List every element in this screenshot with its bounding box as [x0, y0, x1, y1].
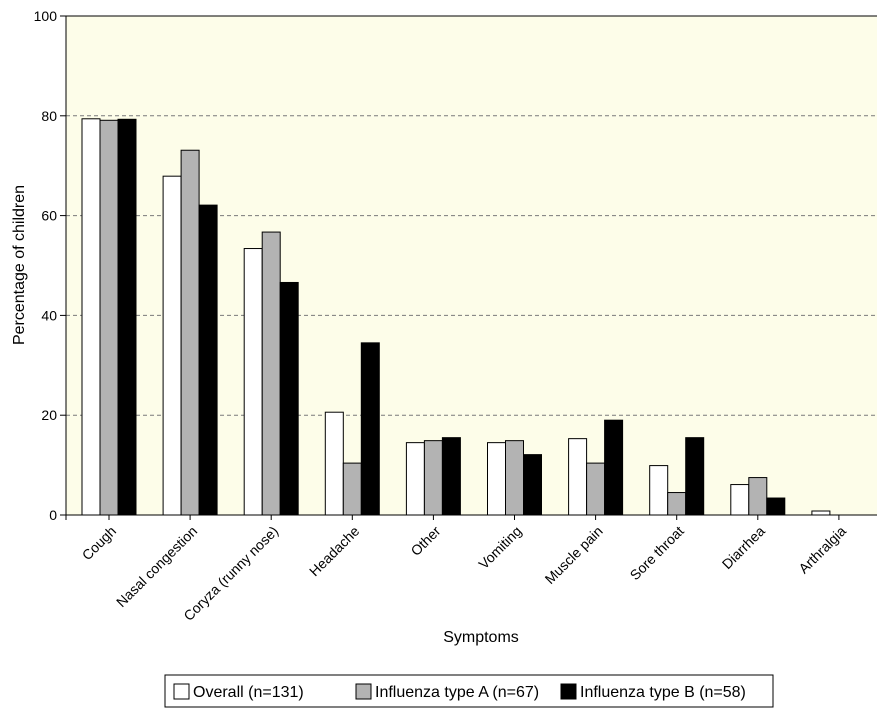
bar: [405, 442, 425, 516]
bar: [117, 118, 137, 516]
y-tick-label: 100: [34, 8, 58, 24]
category-label: Other: [407, 523, 443, 559]
bar: [568, 438, 588, 516]
bar: [198, 204, 218, 516]
bar: [730, 484, 750, 516]
bar: [667, 492, 687, 516]
bar: [685, 437, 705, 516]
bar: [811, 510, 831, 516]
bar: [243, 248, 263, 516]
bar: [162, 175, 182, 516]
legend-swatch: [173, 683, 190, 700]
y-tick-label: 20: [41, 407, 57, 423]
category-label: Sore throat: [627, 523, 687, 583]
legend-swatch: [355, 683, 372, 700]
bar: [360, 342, 380, 516]
legend: Overall (n=131) Influenza type A (n=67) In…: [164, 674, 774, 708]
bar: [586, 462, 606, 516]
y-tick-label: 80: [41, 108, 57, 124]
legend-label: Overall (n=131): [193, 684, 304, 701]
y-axis-title: Percentage of children: [11, 185, 28, 345]
bar: [766, 497, 786, 516]
bar: [342, 462, 362, 516]
bar: [180, 149, 200, 516]
category-label: Cough: [79, 523, 119, 563]
bar: [604, 419, 624, 516]
category-label: Nasal congestion: [113, 523, 200, 610]
category-label: Headache: [306, 523, 363, 580]
category-label: Vomiting: [475, 523, 524, 572]
bar: [279, 281, 299, 516]
bar: [81, 118, 101, 516]
bar: [324, 411, 344, 516]
bar: [423, 440, 443, 516]
category-label: Arthralgia: [795, 523, 849, 577]
bar: [649, 465, 669, 516]
bar: [99, 119, 119, 516]
bar: [505, 440, 524, 516]
bar: [523, 454, 542, 516]
y-tick-label: 60: [41, 208, 57, 224]
bar: [748, 477, 768, 516]
bar: [441, 437, 461, 516]
legend-label: Influenza type B (n=58): [580, 684, 746, 701]
x-axis-title: Symptoms: [443, 629, 519, 646]
category-label: Muscle pain: [542, 523, 606, 587]
legend-swatch: [560, 683, 577, 700]
y-tick-label: 40: [41, 307, 57, 323]
legend-label: Influenza type A (n=67): [375, 684, 539, 701]
bar: [487, 442, 506, 516]
legend-box: [164, 674, 774, 708]
category-label: Diarrhea: [719, 523, 768, 572]
bar: [261, 231, 281, 516]
y-tick-label: 0: [49, 507, 57, 523]
